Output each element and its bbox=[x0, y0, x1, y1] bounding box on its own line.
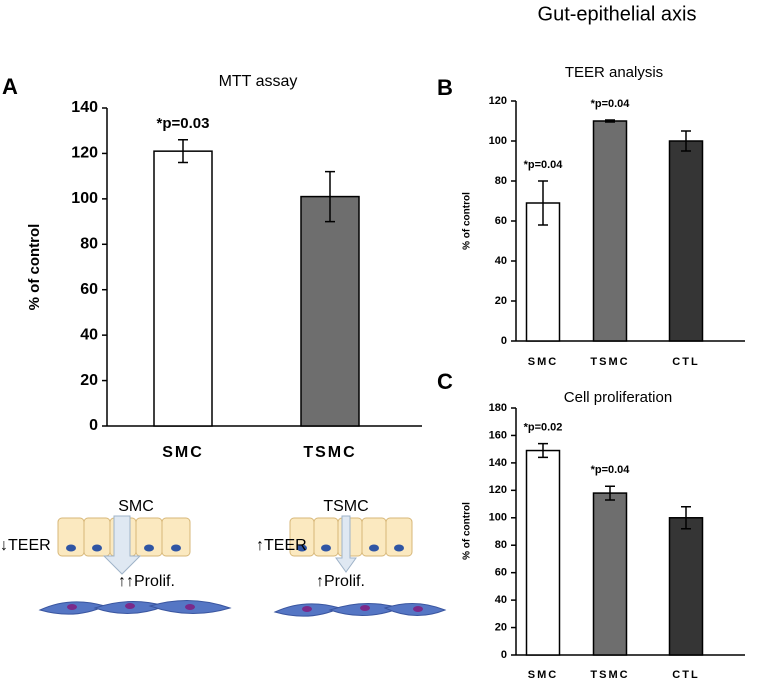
y-tick-label: 60 bbox=[495, 567, 507, 579]
x-tick-label: TSMC bbox=[590, 669, 629, 681]
bar bbox=[592, 492, 628, 656]
y-tick-label: 80 bbox=[495, 539, 507, 551]
chart-title: TEER analysis bbox=[565, 64, 663, 81]
diagram-left: SMC ↓TEER ↑↑Prolif. bbox=[0, 498, 232, 615]
annotation: *p=0.02 bbox=[524, 422, 563, 434]
y-tick-label: 140 bbox=[489, 457, 507, 469]
y-tick-label: 20 bbox=[495, 621, 507, 633]
y-axis-label: % of control bbox=[462, 192, 473, 250]
diagram-teer: ↑TEER bbox=[256, 537, 307, 554]
panel-label: A bbox=[2, 74, 18, 99]
annotation: *p=0.03 bbox=[157, 115, 210, 132]
x-tick-label: SMC bbox=[162, 444, 204, 461]
y-tick-label: 80 bbox=[495, 175, 507, 187]
diagram-label: TSMC bbox=[323, 498, 368, 515]
error-bar bbox=[538, 180, 548, 226]
y-tick-label: 140 bbox=[71, 99, 98, 116]
error-bar bbox=[538, 442, 548, 459]
annotation: *p=0.04 bbox=[591, 464, 631, 476]
diagram-teer: ↓TEER bbox=[0, 537, 51, 554]
y-tick-label: 100 bbox=[489, 512, 507, 524]
error-bar bbox=[681, 506, 691, 530]
annotation: *p=0.04 bbox=[524, 159, 564, 171]
y-tick-label: 80 bbox=[80, 236, 98, 253]
error-bar bbox=[605, 119, 615, 123]
y-tick-label: 60 bbox=[495, 215, 507, 227]
panel-label: C bbox=[437, 369, 453, 394]
y-tick-label: 180 bbox=[489, 402, 507, 414]
x-tick-label: CTL bbox=[672, 356, 699, 368]
diagram-prolif: ↑↑Prolif. bbox=[118, 573, 175, 590]
diagram-right: TSMC ↑TEER ↑Prolif. bbox=[256, 498, 447, 617]
annotation: *p=0.04 bbox=[591, 98, 631, 110]
y-tick-label: 120 bbox=[489, 95, 507, 107]
error-bar bbox=[605, 485, 615, 501]
bar bbox=[525, 449, 561, 656]
bar bbox=[592, 120, 628, 342]
y-tick-label: 100 bbox=[489, 135, 507, 147]
y-tick-label: 120 bbox=[489, 484, 507, 496]
diagram-prolif: ↑Prolif. bbox=[316, 573, 365, 590]
bar bbox=[668, 140, 704, 342]
y-tick-label: 40 bbox=[495, 594, 507, 606]
y-tick-label: 160 bbox=[489, 429, 507, 441]
y-tick-label: 60 bbox=[80, 281, 98, 298]
diagram-label: SMC bbox=[118, 498, 154, 515]
figure-title: Gut-epithelial axis bbox=[538, 3, 697, 25]
x-tick-label: CTL bbox=[672, 669, 699, 681]
bar bbox=[668, 517, 704, 656]
panel-label: B bbox=[437, 75, 453, 100]
bar bbox=[300, 195, 360, 427]
y-tick-label: 40 bbox=[80, 326, 98, 343]
y-tick-label: 0 bbox=[89, 417, 98, 434]
x-tick-label: TSMC bbox=[303, 444, 356, 461]
y-tick-label: 20 bbox=[495, 295, 507, 307]
y-axis-label: % of control bbox=[26, 224, 43, 311]
y-tick-label: 40 bbox=[495, 255, 507, 267]
chart-title: MTT assay bbox=[219, 73, 298, 90]
x-tick-label: SMC bbox=[528, 356, 558, 368]
y-tick-label: 0 bbox=[501, 335, 507, 347]
error-bar bbox=[681, 130, 691, 152]
bar bbox=[525, 202, 561, 342]
y-tick-label: 20 bbox=[80, 372, 98, 389]
diagram: SMC ↓TEER ↑↑Prolif. TSMC ↑TEER ↑Prolif. bbox=[0, 498, 447, 617]
y-tick-label: 120 bbox=[71, 145, 98, 162]
y-axis-label: % of control bbox=[462, 502, 473, 560]
x-tick-label: TSMC bbox=[590, 356, 629, 368]
error-bar bbox=[325, 170, 335, 223]
chart-title: Cell proliferation bbox=[564, 389, 672, 406]
x-tick-label: SMC bbox=[528, 669, 558, 681]
bar bbox=[153, 150, 213, 427]
y-tick-label: 100 bbox=[71, 190, 98, 207]
y-tick-label: 0 bbox=[501, 649, 507, 661]
error-bar bbox=[178, 139, 188, 164]
